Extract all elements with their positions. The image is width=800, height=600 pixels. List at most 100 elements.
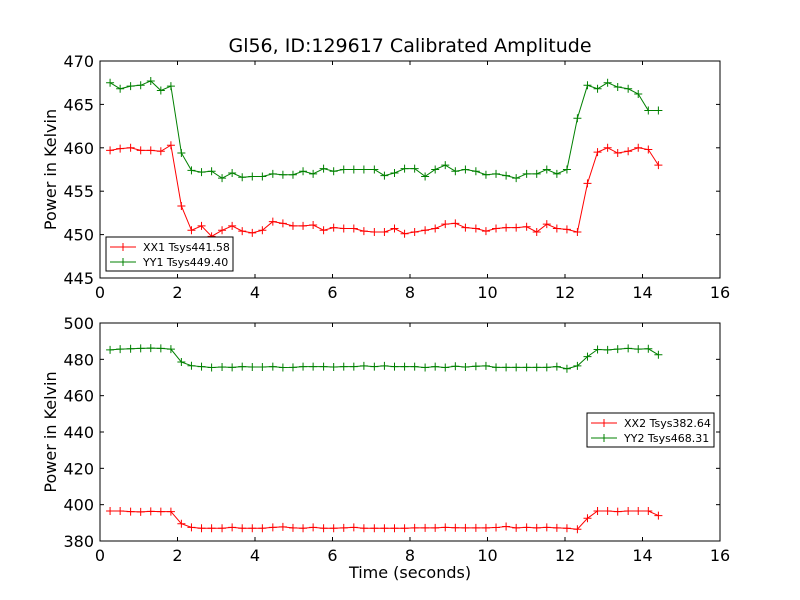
data-point bbox=[441, 523, 450, 532]
data-point bbox=[400, 524, 409, 533]
data-point bbox=[106, 507, 115, 516]
x-tick-label: 2 bbox=[172, 283, 182, 302]
data-point bbox=[288, 523, 297, 532]
data-point bbox=[410, 227, 419, 236]
data-point bbox=[339, 362, 348, 371]
data-point bbox=[339, 523, 348, 532]
x-tick-label: 6 bbox=[327, 546, 337, 565]
data-point bbox=[288, 170, 297, 179]
data-point bbox=[481, 170, 490, 179]
data-point bbox=[187, 166, 196, 175]
data-point bbox=[126, 507, 135, 516]
data-point bbox=[421, 523, 430, 532]
data-point bbox=[522, 222, 531, 231]
data-point bbox=[370, 165, 379, 174]
data-point bbox=[481, 523, 490, 532]
data-point bbox=[441, 161, 450, 170]
data-point bbox=[370, 227, 379, 236]
data-point bbox=[451, 167, 460, 176]
data-point bbox=[562, 524, 571, 533]
data-point bbox=[562, 364, 571, 373]
data-point bbox=[400, 362, 409, 371]
data-point bbox=[644, 344, 653, 353]
data-point bbox=[197, 168, 206, 177]
data-point bbox=[166, 507, 175, 516]
chart-title: Gl56, ID:129617 Calibrated Amplitude bbox=[228, 35, 591, 57]
data-point bbox=[603, 345, 612, 354]
data-point bbox=[441, 220, 450, 229]
data-point bbox=[552, 362, 561, 371]
data-point bbox=[258, 362, 267, 371]
data-point bbox=[197, 362, 206, 371]
data-point bbox=[248, 228, 257, 237]
data-point bbox=[380, 171, 389, 180]
x-tick-label: 14 bbox=[632, 283, 652, 302]
data-point bbox=[146, 344, 155, 353]
legend-label: XX2 Tsys382.64 bbox=[624, 417, 711, 430]
data-point bbox=[613, 507, 622, 516]
data-point bbox=[552, 169, 561, 178]
legend-box bbox=[105, 236, 234, 272]
data-point bbox=[258, 226, 267, 235]
data-point bbox=[258, 524, 267, 533]
data-point bbox=[218, 524, 227, 533]
data-point bbox=[116, 84, 125, 93]
data-point bbox=[532, 363, 541, 372]
data-point bbox=[502, 363, 511, 372]
data-point bbox=[268, 169, 277, 178]
data-point bbox=[421, 226, 430, 235]
data-point bbox=[603, 78, 612, 87]
series-1-2 bbox=[106, 76, 663, 183]
data-point bbox=[359, 361, 368, 370]
data-point bbox=[370, 524, 379, 533]
data-point bbox=[593, 84, 602, 93]
data-point bbox=[502, 522, 511, 531]
data-point bbox=[319, 524, 328, 533]
data-point bbox=[248, 524, 257, 533]
data-point bbox=[197, 524, 206, 533]
data-point bbox=[329, 167, 338, 176]
data-point bbox=[288, 221, 297, 230]
data-point bbox=[502, 171, 511, 180]
data-point bbox=[319, 362, 328, 371]
legend-label: XX1 Tsys441.58 bbox=[143, 241, 230, 254]
x-tick-label: 10 bbox=[477, 283, 497, 302]
data-point bbox=[187, 523, 196, 532]
data-point bbox=[218, 362, 227, 371]
x-tick-label: 4 bbox=[250, 546, 260, 565]
y-tick-label: 445 bbox=[63, 269, 94, 288]
series-2-2 bbox=[106, 344, 663, 373]
data-point bbox=[542, 363, 551, 372]
plot-panel-1: 0 2 4 6 8 10 12 14 16 445 450 455 460 465 470 Power in … bbox=[41, 52, 730, 302]
data-point bbox=[177, 358, 186, 367]
data-point bbox=[583, 81, 592, 90]
data-point bbox=[573, 114, 582, 123]
data-point bbox=[512, 523, 521, 532]
data-point bbox=[136, 146, 145, 155]
data-point bbox=[461, 523, 470, 532]
legend-swatch-marker bbox=[119, 258, 127, 266]
data-point bbox=[451, 219, 460, 228]
data-point bbox=[319, 226, 328, 235]
legend-swatch-marker bbox=[600, 419, 608, 427]
data-point bbox=[339, 165, 348, 174]
data-point bbox=[238, 524, 247, 533]
data-point bbox=[238, 227, 247, 236]
y-tick-label: 450 bbox=[63, 226, 94, 245]
data-point bbox=[339, 224, 348, 233]
data-point bbox=[187, 226, 196, 235]
data-point bbox=[461, 223, 470, 232]
data-point bbox=[562, 225, 571, 234]
data-point bbox=[166, 345, 175, 354]
data-point bbox=[583, 179, 592, 188]
data-point bbox=[624, 344, 633, 353]
data-point bbox=[228, 523, 237, 532]
data-point bbox=[329, 524, 338, 533]
data-point bbox=[126, 82, 135, 91]
data-point bbox=[471, 523, 480, 532]
data-point bbox=[624, 84, 633, 93]
data-point bbox=[634, 345, 643, 354]
data-point bbox=[156, 86, 165, 95]
data-point bbox=[492, 169, 501, 178]
data-point bbox=[146, 146, 155, 155]
